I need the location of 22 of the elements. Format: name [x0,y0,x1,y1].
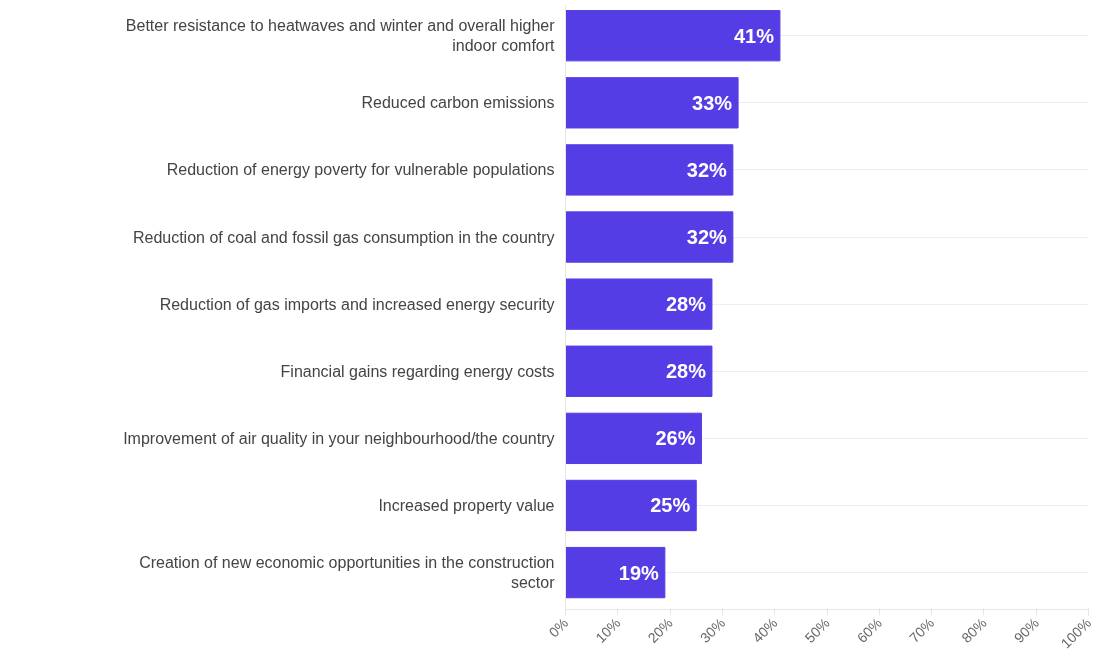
y-tick-label: Better resistance to heatwaves and winter and overall higher indoor comfort [125,17,556,55]
data-label: 25% [650,494,691,517]
x-tick-label: 40% [749,614,781,646]
y-tick-label: Creation of new economic opportunities in the construction sector [139,553,556,592]
x-tick-label: 60% [853,614,885,646]
y-tick-label: Financial gains regarding energy costs [280,362,555,380]
y-tick-label: Increased property value [378,496,555,514]
x-tick-label: 0% [545,614,572,641]
y-tick-label: Reduction of energy poverty for vulnerable populations [166,161,555,179]
y-tick-label: Reduction of gas imports and increased energy security [159,295,555,313]
data-label: 33% [692,91,733,114]
y-tick-label: Reduced carbon emissions [361,94,555,112]
y-tick-label: Reduction of coal and fossil gas consumption in the country [132,228,555,246]
y-tick-label: Improvement of air quality in your neighbourhood/the country [123,429,555,447]
data-label: 28% [665,360,707,383]
data-label: 41% [733,24,775,47]
data-label: 32% [686,158,728,181]
data-label: 28% [665,293,707,316]
x-tick-label: 70% [906,614,938,646]
data-label: 26% [655,427,696,450]
data-label: 32% [686,226,728,249]
data-label: 19% [618,561,660,584]
